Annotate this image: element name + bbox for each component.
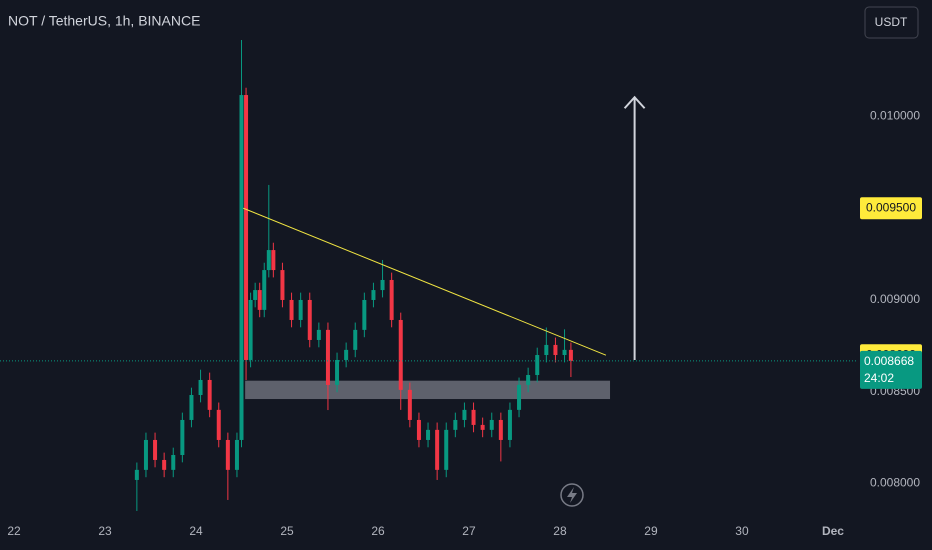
candle-body bbox=[426, 429, 431, 440]
candle-body bbox=[498, 419, 503, 440]
x-tick-label: 29 bbox=[644, 524, 658, 538]
candle-body bbox=[371, 290, 376, 300]
x-tick-label: Dec bbox=[822, 524, 844, 538]
candle-body bbox=[134, 469, 139, 480]
support-zone bbox=[245, 380, 611, 400]
candle-body bbox=[248, 299, 253, 360]
candle-body bbox=[480, 424, 485, 430]
candle-body bbox=[517, 384, 522, 410]
y-tick-label: 0.008000 bbox=[870, 476, 920, 490]
y-tick-label: 0.010000 bbox=[870, 109, 920, 123]
candle-body bbox=[180, 419, 185, 456]
candle-body bbox=[298, 299, 303, 320]
candle-body bbox=[444, 429, 449, 470]
candle-body bbox=[257, 290, 262, 310]
candle-body bbox=[266, 250, 271, 271]
candle-body bbox=[171, 455, 176, 470]
candle-body bbox=[198, 379, 203, 396]
chart-title: NOT / TetherUS, 1h, BINANCE bbox=[8, 13, 200, 29]
candle-body bbox=[253, 290, 258, 300]
candle-body bbox=[568, 349, 573, 361]
countdown-label: 24:02 bbox=[864, 371, 894, 385]
candle-body bbox=[262, 270, 267, 310]
candle-body bbox=[416, 419, 421, 440]
last-price-label: 0.008668 bbox=[864, 354, 914, 368]
candle-body bbox=[189, 395, 194, 420]
candle-body bbox=[353, 329, 358, 350]
y-tick-label: 0.009000 bbox=[870, 292, 920, 306]
x-tick-label: 25 bbox=[280, 524, 294, 538]
candle-body bbox=[289, 299, 294, 320]
candle-body bbox=[162, 459, 167, 470]
x-tick-label: 22 bbox=[7, 524, 21, 538]
candle-body bbox=[526, 375, 531, 385]
candle-body bbox=[316, 329, 321, 340]
candle-body bbox=[225, 439, 230, 470]
arrow-head bbox=[623, 95, 646, 109]
candle-body bbox=[544, 344, 549, 356]
x-tick-label: 28 bbox=[553, 524, 567, 538]
candle-body bbox=[389, 279, 394, 320]
x-tick-label: 27 bbox=[462, 524, 476, 538]
candle-body bbox=[234, 439, 239, 470]
candle-body bbox=[280, 270, 285, 300]
candle-body bbox=[344, 349, 349, 360]
currency-button[interactable] bbox=[864, 6, 919, 39]
candle-body bbox=[535, 355, 540, 376]
price-label: 0.009500 bbox=[866, 200, 916, 214]
currency-label[interactable]: USDT bbox=[875, 15, 908, 29]
candle-body bbox=[453, 419, 458, 430]
candle-body bbox=[407, 389, 412, 420]
candle-body bbox=[380, 279, 385, 291]
candle-body bbox=[307, 299, 312, 340]
candle-body bbox=[216, 409, 221, 440]
candle-body bbox=[553, 344, 558, 356]
replay-icon[interactable] bbox=[560, 483, 584, 507]
last-price-box bbox=[860, 350, 922, 389]
x-tick-label: 30 bbox=[735, 524, 749, 538]
candle-body bbox=[271, 250, 276, 271]
candle-body bbox=[435, 429, 440, 470]
candle-body bbox=[462, 409, 467, 420]
candle-body bbox=[207, 379, 212, 410]
candle-body bbox=[471, 409, 476, 425]
x-tick-label: 26 bbox=[371, 524, 385, 538]
x-tick-label: 23 bbox=[98, 524, 112, 538]
candle-body bbox=[335, 359, 340, 385]
trend-line bbox=[243, 207, 607, 356]
candle-body bbox=[507, 409, 512, 440]
x-tick-label: 24 bbox=[189, 524, 203, 538]
candle-body bbox=[143, 439, 148, 470]
candle-body bbox=[153, 439, 158, 460]
candle-body bbox=[398, 319, 403, 390]
candle-body bbox=[239, 95, 244, 440]
candle-body bbox=[244, 95, 249, 360]
candle-body bbox=[489, 419, 494, 430]
candle-body bbox=[362, 299, 367, 330]
candle-body bbox=[562, 349, 567, 356]
candle-body bbox=[325, 329, 330, 385]
price-label-box bbox=[860, 197, 922, 220]
